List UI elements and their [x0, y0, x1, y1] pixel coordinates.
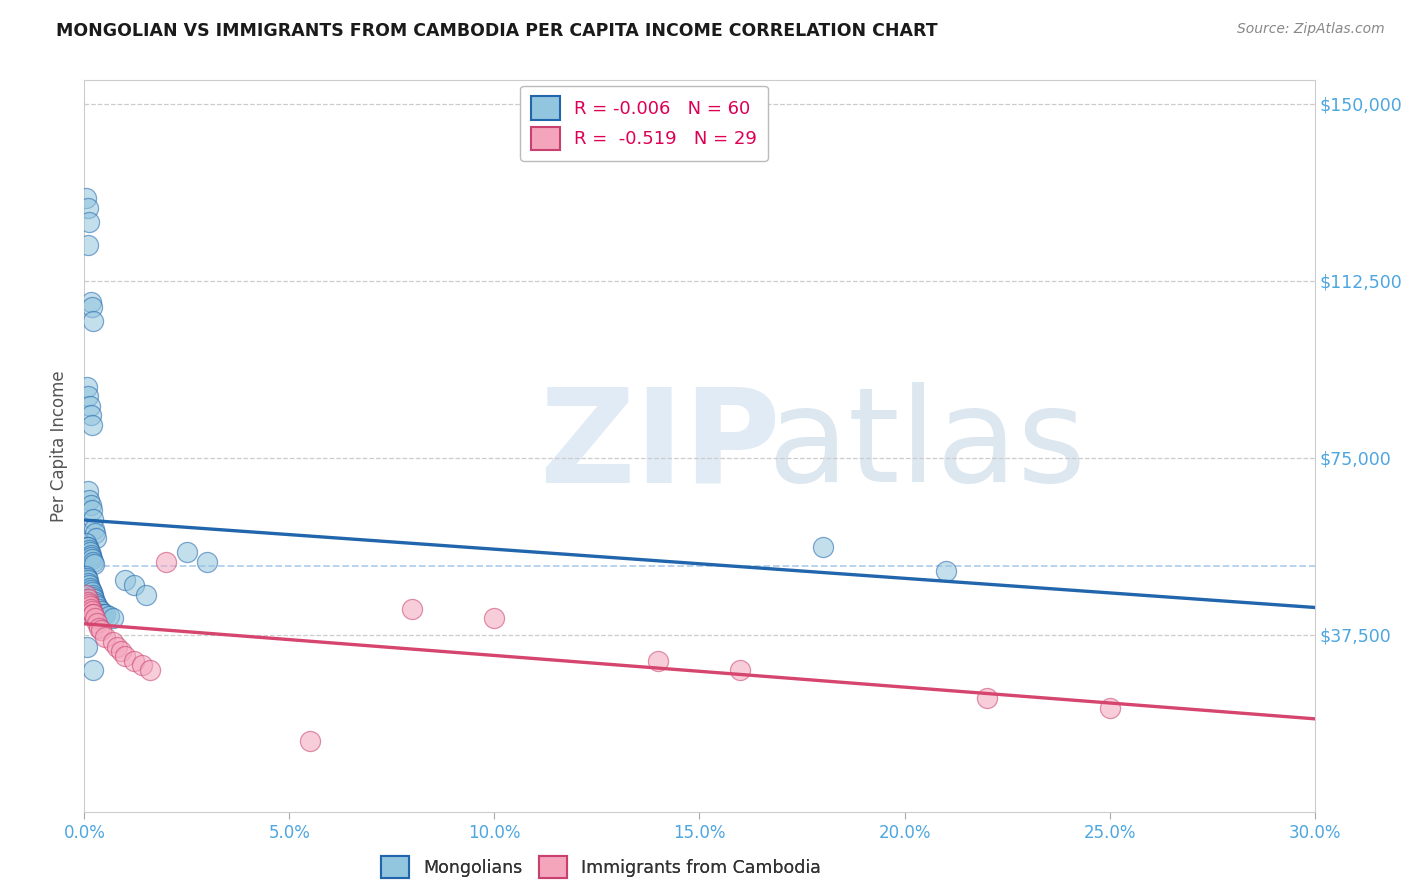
Point	[77, 575, 100, 590]
Point	[76, 592, 98, 607]
Text: atlas: atlas	[768, 383, 1087, 509]
Point	[80, 585, 103, 599]
Point	[135, 588, 157, 602]
Point	[80, 602, 103, 616]
Point	[935, 564, 957, 578]
Point	[122, 578, 145, 592]
Point	[730, 663, 752, 677]
Point	[82, 555, 104, 569]
Point	[80, 409, 103, 423]
Point	[484, 611, 506, 625]
Point	[86, 599, 108, 614]
Point	[76, 238, 98, 252]
Point	[76, 541, 98, 555]
Point	[83, 592, 105, 607]
Point	[77, 215, 100, 229]
Point	[77, 595, 100, 609]
Point	[79, 493, 101, 508]
Point	[82, 588, 104, 602]
Point	[80, 300, 103, 314]
Point	[101, 611, 124, 625]
Point	[75, 535, 97, 549]
Point	[84, 597, 107, 611]
Point	[76, 640, 98, 654]
Point	[87, 602, 110, 616]
Point	[75, 568, 97, 582]
Point	[83, 557, 105, 571]
Point	[76, 607, 98, 621]
Point	[110, 644, 132, 658]
Point	[90, 623, 112, 637]
Point	[82, 314, 104, 328]
Point	[811, 541, 834, 555]
Point	[298, 734, 321, 748]
Point	[82, 607, 104, 621]
Point	[77, 201, 100, 215]
Point	[82, 417, 104, 432]
Point	[94, 607, 117, 621]
Point	[76, 483, 98, 498]
Point	[139, 663, 162, 677]
Point	[83, 522, 105, 536]
Point	[77, 542, 100, 557]
Point	[1098, 701, 1121, 715]
Point	[80, 502, 103, 516]
Point	[105, 640, 128, 654]
Legend: Mongolians, Immigrants from Cambodia: Mongolians, Immigrants from Cambodia	[373, 847, 830, 888]
Text: Source: ZipAtlas.com: Source: ZipAtlas.com	[1237, 22, 1385, 37]
Point	[83, 526, 105, 541]
Point	[84, 595, 107, 609]
Point	[122, 654, 145, 668]
Point	[80, 582, 103, 597]
Point	[82, 590, 104, 604]
Point	[76, 380, 98, 394]
Y-axis label: Per Capita Income: Per Capita Income	[49, 370, 67, 522]
Point	[77, 389, 100, 403]
Point	[84, 531, 107, 545]
Point	[86, 615, 108, 630]
Point	[91, 607, 114, 621]
Point	[80, 604, 103, 618]
Point	[79, 599, 101, 614]
Point	[75, 191, 97, 205]
Point	[976, 691, 998, 706]
Point	[83, 611, 105, 625]
Point	[76, 574, 98, 588]
Point	[80, 549, 103, 564]
Text: MONGOLIAN VS IMMIGRANTS FROM CAMBODIA PER CAPITA INCOME CORRELATION CHART: MONGOLIAN VS IMMIGRANTS FROM CAMBODIA PE…	[56, 22, 938, 40]
Point	[79, 545, 101, 559]
Point	[79, 295, 101, 310]
Point	[94, 630, 117, 644]
Point	[98, 608, 120, 623]
Point	[114, 574, 136, 588]
Point	[82, 607, 104, 621]
Point	[90, 604, 112, 618]
Point	[79, 399, 101, 413]
Point	[87, 621, 110, 635]
Point	[197, 555, 219, 569]
Point	[79, 548, 101, 562]
Point	[82, 512, 104, 526]
Point	[101, 635, 124, 649]
Point	[155, 555, 177, 569]
Point	[77, 541, 100, 555]
Point	[79, 578, 101, 592]
Point	[79, 498, 101, 512]
Point	[75, 588, 97, 602]
Point	[82, 552, 104, 566]
Point	[114, 648, 136, 663]
Point	[176, 545, 198, 559]
Point	[76, 571, 98, 585]
Point	[401, 602, 423, 616]
Point	[131, 658, 153, 673]
Text: ZIP: ZIP	[540, 383, 782, 509]
Point	[79, 597, 101, 611]
Point	[82, 663, 104, 677]
Point	[647, 654, 669, 668]
Point	[79, 581, 101, 595]
